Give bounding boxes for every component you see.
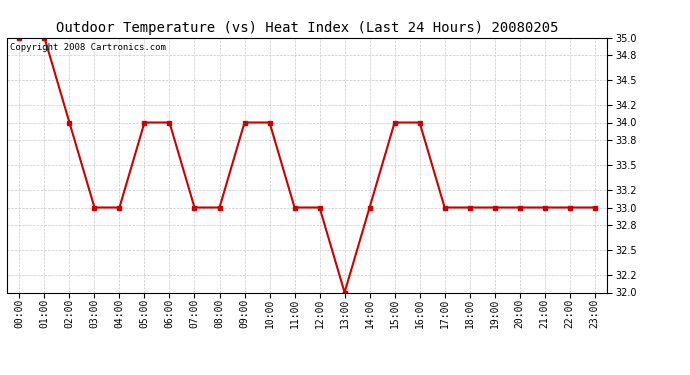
- Text: Copyright 2008 Cartronics.com: Copyright 2008 Cartronics.com: [10, 43, 166, 52]
- Title: Outdoor Temperature (vs) Heat Index (Last 24 Hours) 20080205: Outdoor Temperature (vs) Heat Index (Las…: [56, 21, 558, 35]
